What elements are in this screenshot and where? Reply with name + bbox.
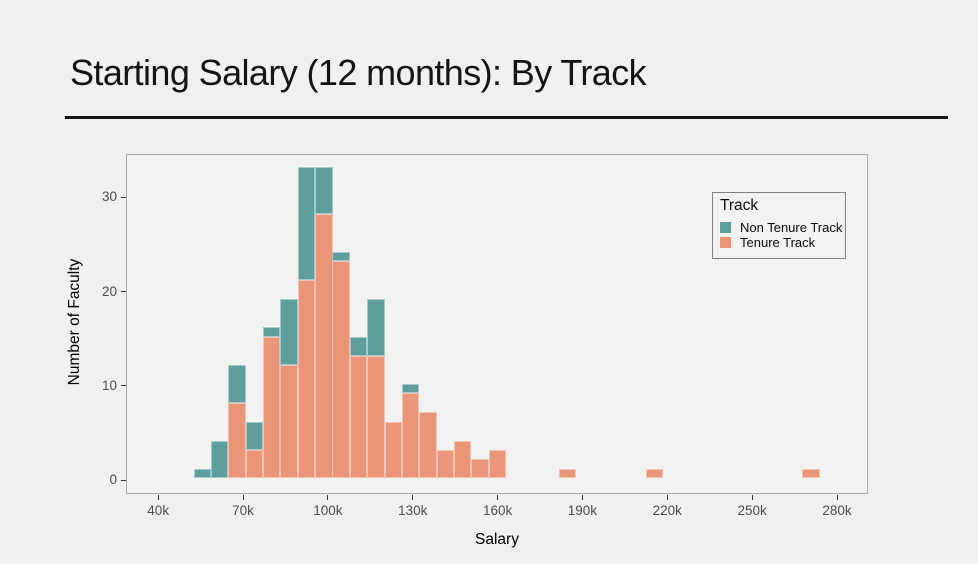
bar-segment-non-tenure-track — [228, 365, 246, 403]
bar-segment-non-tenure-track — [211, 440, 229, 479]
x-axis-tick — [412, 495, 414, 500]
bar-segment-tenure-track — [488, 449, 506, 479]
legend-item-non-tenure-track: Non Tenure Track — [720, 220, 843, 235]
y-axis-tick — [121, 385, 126, 387]
legend-box: Track Non Tenure Track Tenure Track — [712, 192, 846, 259]
bar-segment-non-tenure-track — [315, 167, 333, 215]
legend-swatch-non-tenure-track-icon — [720, 222, 731, 233]
y-axis-tick-label: 0 — [109, 472, 117, 488]
x-axis-title: Salary — [475, 531, 519, 548]
x-axis-tick-label: 190k — [567, 503, 598, 518]
x-axis-tick — [751, 495, 753, 500]
x-axis-tick-label: 160k — [482, 503, 513, 518]
x-axis-tick-label: 130k — [398, 503, 428, 518]
page-title: Starting Salary (12 months): By Track — [70, 52, 647, 93]
x-axis-tick — [497, 495, 499, 500]
bar-segment-tenure-track — [245, 449, 264, 479]
bar-segment-tenure-track — [297, 280, 316, 479]
x-axis-tick-label: 280k — [822, 503, 852, 518]
bar-segment-tenure-track — [436, 449, 454, 479]
x-axis-tick-label: 70k — [232, 503, 254, 518]
bar-segment-non-tenure-track — [245, 421, 264, 450]
bar-segment-non-tenure-track — [193, 468, 212, 479]
bar-segment-tenure-track — [228, 402, 246, 479]
bar-segment-non-tenure-track — [402, 383, 420, 394]
y-axis-tick — [121, 291, 126, 293]
bar-segment-tenure-track — [802, 468, 820, 479]
y-axis-tick-label: 20 — [101, 283, 117, 299]
legend-label: Non Tenure Track — [740, 220, 843, 235]
y-axis-tick-label: 10 — [101, 377, 117, 393]
legend-swatch-tenure-track-icon — [720, 237, 731, 248]
bar-segment-non-tenure-track — [280, 299, 298, 365]
legend-item-tenure-track: Tenure Track — [720, 236, 839, 249]
bar-segment-tenure-track — [263, 336, 281, 479]
x-axis-tick — [157, 495, 159, 500]
bar-segment-non-tenure-track — [332, 251, 350, 262]
x-axis-tick — [242, 495, 244, 500]
x-axis-tick — [581, 495, 583, 500]
bar-segment-tenure-track — [280, 365, 298, 479]
bar-segment-non-tenure-track — [263, 327, 281, 337]
bar-segment-tenure-track — [645, 468, 663, 479]
bar-segment-tenure-track — [419, 412, 437, 479]
title-rule — [65, 116, 948, 119]
x-axis-tick-label: 250k — [737, 503, 767, 518]
bar-segment-tenure-track — [402, 393, 420, 479]
y-axis-tick — [121, 479, 126, 481]
bar-segment-non-tenure-track — [367, 299, 385, 356]
bar-segment-tenure-track — [454, 440, 472, 479]
bar-segment-tenure-track — [315, 214, 333, 479]
bar-segment-non-tenure-track — [350, 336, 368, 356]
legend-title: Track — [720, 197, 759, 214]
bar-segment-tenure-track — [367, 355, 385, 479]
x-axis-tick — [327, 495, 329, 500]
bar-segment-tenure-track — [332, 261, 350, 479]
x-axis-tick-label: 40k — [147, 503, 170, 518]
x-axis-tick-label: 100k — [313, 503, 343, 518]
legend-label: Tenure Track — [740, 235, 816, 250]
bar-segment-tenure-track — [558, 468, 577, 479]
bar-segment-tenure-track — [350, 355, 368, 479]
y-axis-tick-label: 30 — [101, 189, 117, 205]
bar-segment-non-tenure-track — [297, 167, 316, 281]
x-axis-tick-label: 220k — [652, 503, 682, 518]
y-axis-tick — [121, 196, 126, 198]
y-axis-title: Number of Faculty — [66, 258, 83, 386]
bar-segment-tenure-track — [384, 421, 402, 479]
bar-segment-tenure-track — [471, 459, 489, 479]
x-axis-tick — [666, 495, 668, 500]
x-axis-tick — [836, 495, 838, 500]
